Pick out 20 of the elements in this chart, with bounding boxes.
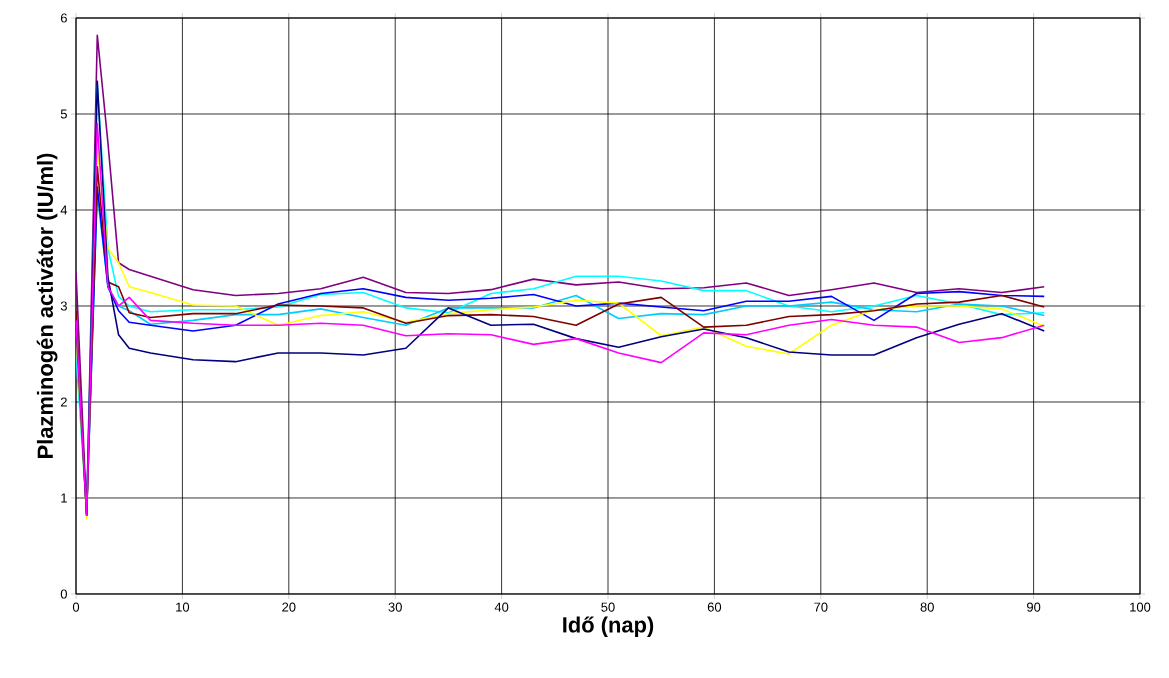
x-tick-label: 0 — [72, 602, 80, 612]
x-tick-label: 60 — [707, 602, 722, 612]
x-tick-label: 70 — [814, 602, 828, 612]
x-tick-label: 100 — [1130, 602, 1151, 612]
x-tick-label: 40 — [494, 602, 509, 612]
y-tick-label: 6 — [60, 13, 67, 23]
x-tick-label: 90 — [1027, 602, 1041, 612]
x-axis-title: Idő (nap) — [563, 616, 654, 637]
x-tick-label: 50 — [601, 602, 615, 612]
y-tick-label: 5 — [60, 109, 67, 119]
y-tick-label: 0 — [60, 589, 67, 599]
x-tick-label: 30 — [388, 602, 402, 612]
y-axis-title: Plazminogén activátor (IU/ml) — [36, 153, 58, 458]
y-tick-label: 3 — [60, 301, 67, 311]
x-tick-label: 20 — [282, 602, 296, 612]
y-tick-label: 1 — [61, 493, 67, 503]
x-tick-label: 10 — [176, 602, 190, 612]
y-tick-label: 4 — [60, 205, 68, 215]
x-tick-label: 80 — [920, 602, 934, 612]
y-tick-label: 2 — [60, 397, 67, 407]
